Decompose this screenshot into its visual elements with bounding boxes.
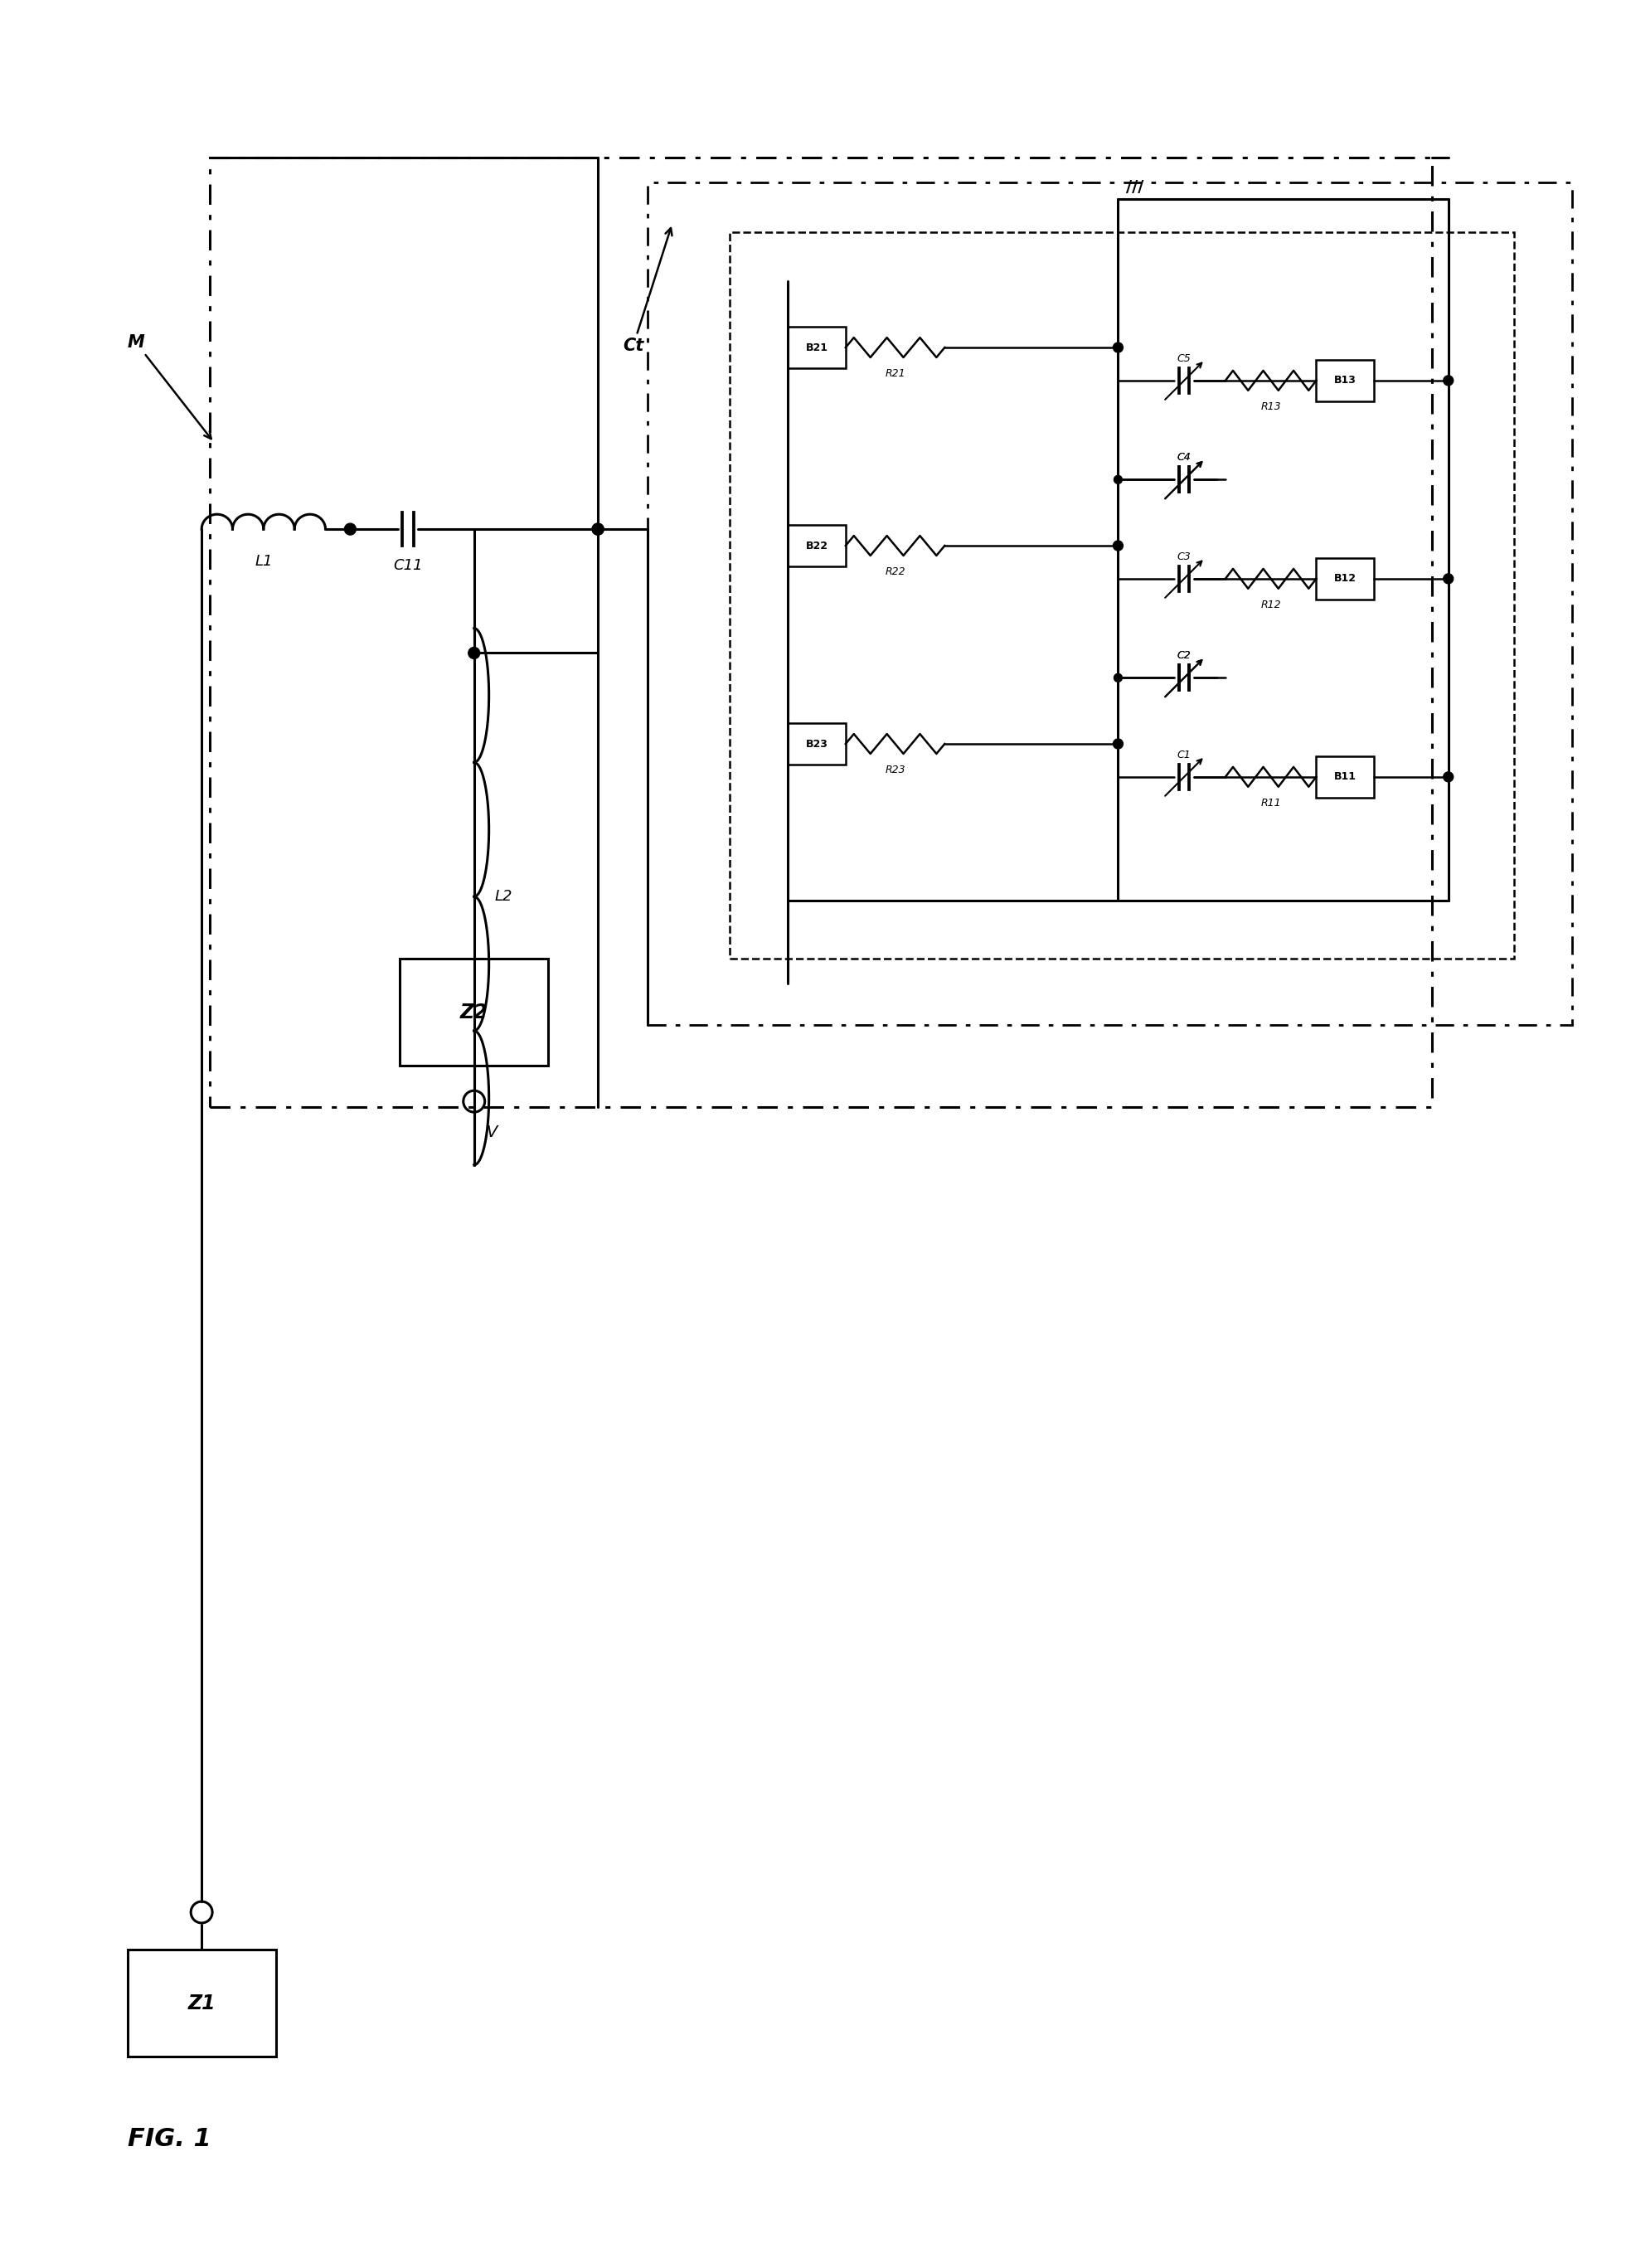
Text: L2: L2 (494, 889, 512, 905)
Circle shape (1114, 476, 1122, 483)
Text: C5: C5 (1177, 354, 1192, 363)
Text: B21: B21 (805, 342, 828, 354)
Bar (400, 959, 548, 1066)
Circle shape (345, 524, 356, 535)
Text: FIG. 1: FIG. 1 (127, 2127, 211, 2152)
Text: R23: R23 (885, 764, 906, 776)
Text: ///: /// (1127, 179, 1145, 195)
Text: C2: C2 (1177, 651, 1192, 662)
Circle shape (592, 524, 603, 535)
Circle shape (592, 524, 603, 535)
Text: C2: C2 (1177, 651, 1192, 662)
Text: C1: C1 (1177, 751, 1192, 760)
Text: C4: C4 (1177, 451, 1192, 463)
Circle shape (1114, 540, 1124, 551)
Bar (1315, 361, 1374, 401)
Bar (647, 181, 1572, 1025)
Text: R22: R22 (885, 567, 906, 576)
Bar (730, 231, 1514, 959)
Circle shape (1114, 674, 1122, 683)
Text: B13: B13 (1333, 374, 1356, 386)
Text: R12: R12 (1260, 599, 1281, 610)
Text: M: M (127, 333, 211, 438)
Circle shape (468, 646, 480, 658)
Circle shape (1114, 342, 1124, 352)
Text: Ct: Ct (623, 229, 672, 354)
Bar (1315, 558, 1374, 599)
Text: C3: C3 (1177, 551, 1192, 562)
Bar (789, 524, 846, 567)
Bar (127, 1950, 276, 2057)
Text: B22: B22 (805, 540, 828, 551)
Text: R13: R13 (1260, 401, 1281, 413)
Circle shape (1444, 376, 1454, 386)
Bar (210, 156, 1433, 1107)
Text: B12: B12 (1333, 574, 1356, 585)
Circle shape (1444, 574, 1454, 583)
Text: R21: R21 (885, 367, 906, 379)
Text: C4: C4 (1177, 451, 1192, 463)
Bar (789, 723, 846, 764)
Bar (789, 327, 846, 367)
Bar (1315, 755, 1374, 798)
Text: L1: L1 (255, 553, 273, 569)
Text: Z2: Z2 (460, 1002, 488, 1023)
Circle shape (1444, 771, 1454, 782)
Text: Z1: Z1 (187, 1994, 216, 2014)
Text: C11: C11 (393, 558, 423, 574)
Text: R11: R11 (1260, 798, 1281, 807)
Text: V: V (486, 1125, 498, 1141)
Circle shape (1114, 739, 1124, 748)
Text: B23: B23 (805, 739, 828, 748)
Text: B11: B11 (1333, 771, 1356, 782)
